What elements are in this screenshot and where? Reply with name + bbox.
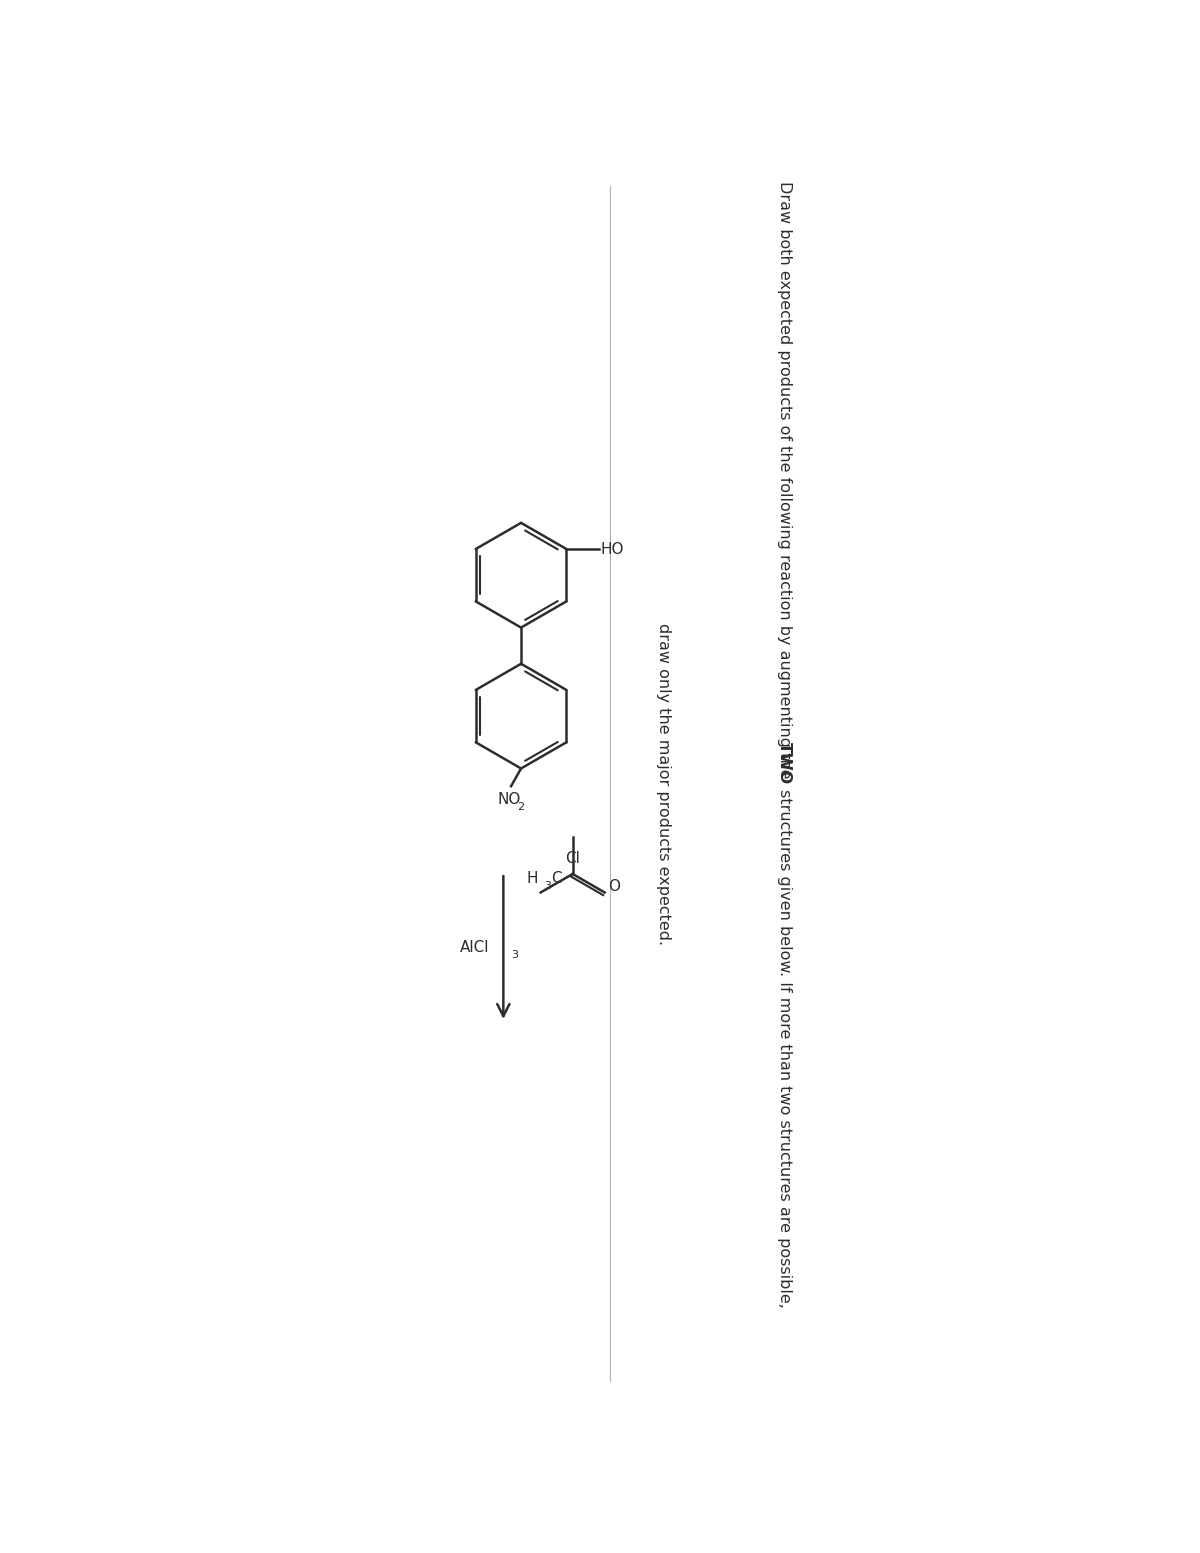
Text: 2: 2 — [517, 801, 524, 812]
Text: C: C — [552, 871, 562, 887]
Text: H: H — [527, 871, 539, 887]
Text: O: O — [608, 879, 620, 895]
Text: draw only the major products expected.: draw only the major products expected. — [656, 623, 671, 944]
Text: TWO: TWO — [776, 742, 792, 784]
Text: HO: HO — [600, 542, 624, 556]
Text: AlCl: AlCl — [460, 940, 490, 955]
Text: 3: 3 — [545, 881, 552, 891]
Text: 3: 3 — [511, 950, 518, 960]
Text: NO: NO — [498, 792, 521, 806]
Text: Draw both expected products of the following reaction by augmenting the: Draw both expected products of the follo… — [776, 182, 792, 784]
Text: Cl: Cl — [565, 851, 580, 867]
Text: structures given below. If more than two structures are possible,: structures given below. If more than two… — [776, 784, 792, 1308]
